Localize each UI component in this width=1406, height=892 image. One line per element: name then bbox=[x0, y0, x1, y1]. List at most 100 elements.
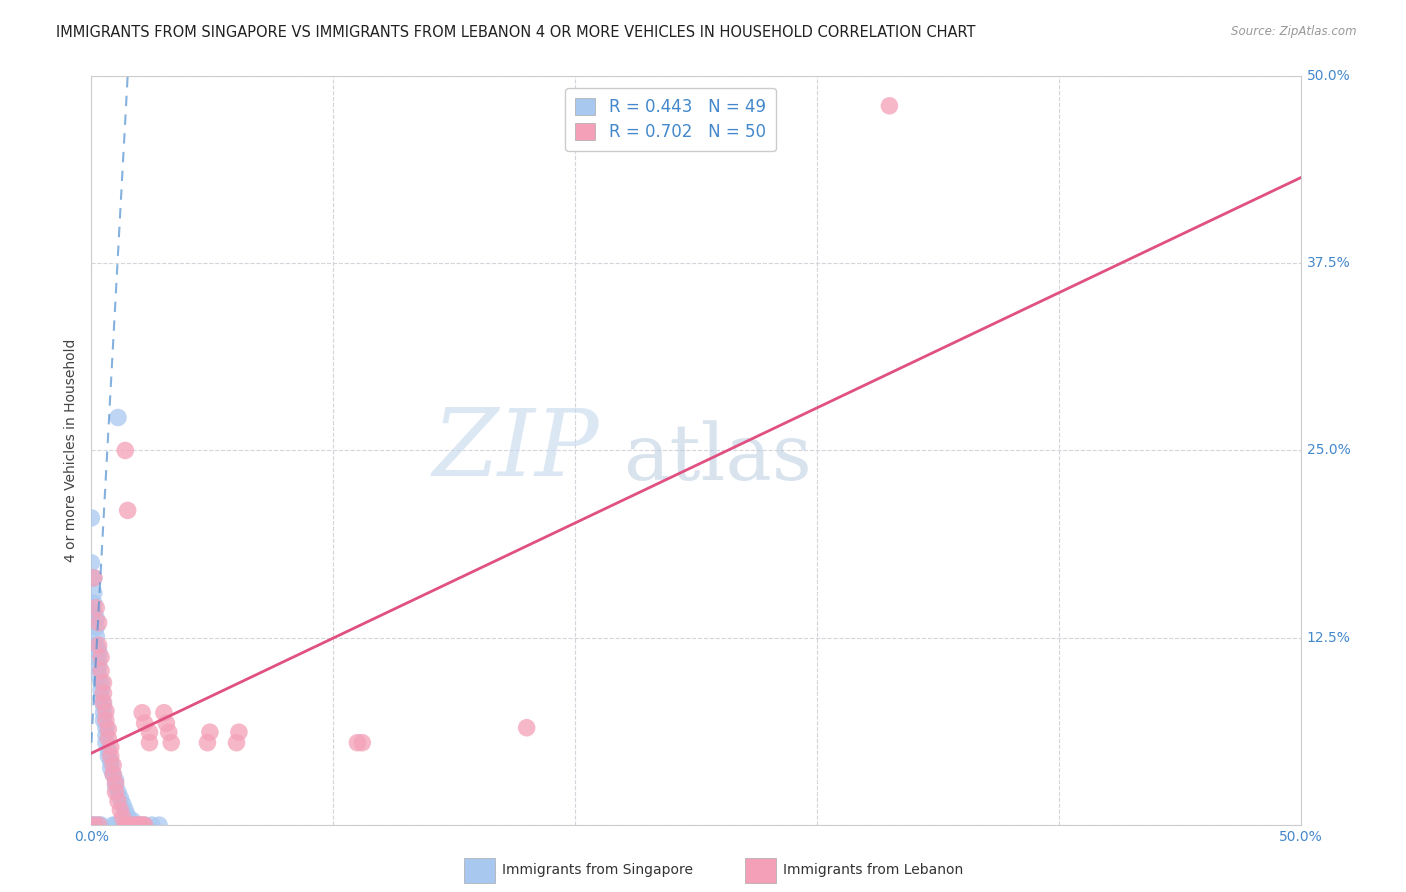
Point bbox=[93, 675, 115, 690]
Point bbox=[120, 818, 142, 832]
Point bbox=[87, 818, 110, 832]
Point bbox=[160, 736, 183, 750]
Point bbox=[87, 644, 110, 658]
Point bbox=[111, 797, 134, 811]
Point bbox=[111, 811, 134, 825]
Point bbox=[84, 638, 107, 652]
Point bbox=[94, 728, 117, 742]
Point bbox=[114, 443, 136, 458]
Point bbox=[97, 731, 120, 746]
Point bbox=[97, 749, 120, 764]
Point bbox=[117, 809, 139, 823]
Text: 50.0%: 50.0% bbox=[1306, 69, 1350, 83]
Point bbox=[134, 818, 156, 832]
Point bbox=[87, 659, 110, 673]
Point bbox=[124, 818, 146, 832]
Point bbox=[124, 818, 146, 832]
Point bbox=[134, 818, 156, 832]
Point bbox=[100, 761, 122, 775]
Point bbox=[87, 818, 110, 832]
Point bbox=[93, 706, 115, 720]
Point bbox=[131, 818, 153, 832]
Text: 25.0%: 25.0% bbox=[1306, 443, 1350, 458]
Point bbox=[80, 511, 103, 525]
Point bbox=[131, 706, 153, 720]
Point bbox=[104, 776, 127, 790]
Point bbox=[83, 605, 105, 619]
Point bbox=[107, 794, 129, 808]
Point bbox=[93, 713, 115, 727]
Point bbox=[352, 736, 374, 750]
Point bbox=[138, 736, 160, 750]
Point bbox=[104, 773, 127, 788]
Text: Immigrants from Singapore: Immigrants from Singapore bbox=[502, 863, 693, 877]
Point bbox=[198, 725, 221, 739]
Point bbox=[107, 410, 129, 425]
Point bbox=[90, 683, 112, 698]
Point bbox=[87, 668, 110, 682]
Point bbox=[94, 721, 117, 735]
Point bbox=[100, 755, 122, 769]
Text: Immigrants from Lebanon: Immigrants from Lebanon bbox=[783, 863, 963, 877]
Point bbox=[94, 713, 117, 727]
Point bbox=[94, 704, 117, 718]
Point bbox=[127, 818, 149, 832]
Point bbox=[97, 743, 120, 757]
Point bbox=[84, 620, 107, 634]
Point bbox=[110, 791, 132, 805]
Point bbox=[157, 725, 180, 739]
Point bbox=[90, 664, 112, 678]
Text: atlas: atlas bbox=[623, 420, 813, 496]
Point bbox=[84, 818, 107, 832]
Point bbox=[83, 818, 105, 832]
Point bbox=[100, 749, 122, 764]
Point bbox=[83, 571, 105, 585]
Text: 37.5%: 37.5% bbox=[1306, 256, 1350, 270]
Point bbox=[84, 629, 107, 643]
Point bbox=[84, 600, 107, 615]
Point bbox=[128, 818, 150, 832]
Point bbox=[153, 706, 176, 720]
Text: Source: ZipAtlas.com: Source: ZipAtlas.com bbox=[1232, 25, 1357, 38]
Point bbox=[107, 785, 129, 799]
Point bbox=[80, 556, 103, 570]
Point bbox=[228, 725, 250, 739]
Point bbox=[87, 652, 110, 666]
Point bbox=[83, 586, 105, 600]
Point bbox=[104, 785, 127, 799]
Point bbox=[94, 736, 117, 750]
Point bbox=[83, 571, 105, 585]
Point bbox=[346, 736, 368, 750]
Point bbox=[101, 818, 124, 832]
Point bbox=[84, 611, 107, 625]
Point bbox=[134, 716, 156, 731]
Point bbox=[83, 818, 105, 832]
Point bbox=[516, 721, 538, 735]
Point bbox=[155, 716, 177, 731]
Point bbox=[90, 650, 112, 665]
Point bbox=[104, 818, 127, 832]
Point bbox=[141, 818, 163, 832]
Point bbox=[93, 698, 115, 713]
Text: IMMIGRANTS FROM SINGAPORE VS IMMIGRANTS FROM LEBANON 4 OR MORE VEHICLES IN HOUSE: IMMIGRANTS FROM SINGAPORE VS IMMIGRANTS … bbox=[56, 25, 976, 40]
Point bbox=[90, 675, 112, 690]
Point bbox=[117, 818, 139, 832]
Point bbox=[114, 818, 136, 832]
Point bbox=[87, 638, 110, 652]
Text: ZIP: ZIP bbox=[433, 406, 599, 495]
Point bbox=[121, 814, 143, 828]
Point bbox=[114, 803, 136, 817]
Point bbox=[80, 818, 103, 832]
Text: 12.5%: 12.5% bbox=[1306, 631, 1351, 645]
Point bbox=[148, 818, 170, 832]
Y-axis label: 4 or more Vehicles in Household: 4 or more Vehicles in Household bbox=[65, 339, 79, 562]
Point bbox=[93, 695, 115, 709]
Point bbox=[93, 686, 115, 700]
Point bbox=[90, 818, 112, 832]
Point bbox=[128, 818, 150, 832]
Point bbox=[110, 803, 132, 817]
Point bbox=[100, 740, 122, 755]
Point bbox=[225, 736, 247, 750]
Point bbox=[90, 690, 112, 705]
Point bbox=[101, 767, 124, 781]
